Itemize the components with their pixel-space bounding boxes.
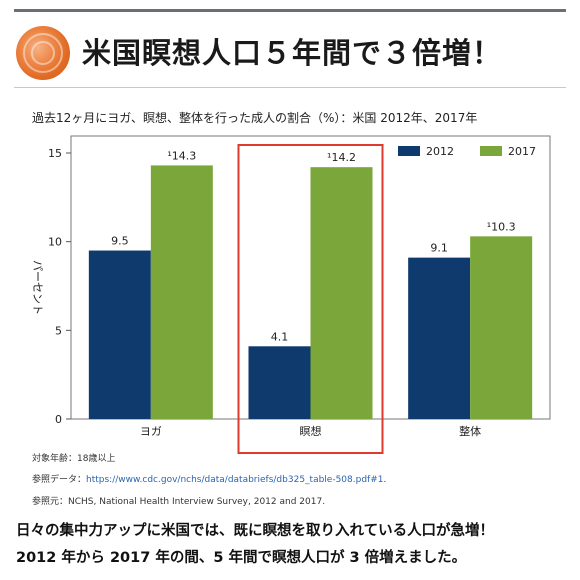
y-tick-label: 10 [48,236,62,249]
highlight-box [237,144,384,454]
legend-swatch-2012 [398,146,420,156]
footnote-reference-label: 参照データ： [32,475,87,485]
x-tick-label: 瞑想 [300,424,322,438]
chart-title: 過去12ヶ月にヨガ、瞑想、整体を行った成人の割合（%）：米国 2012年、201… [32,111,478,125]
data-label: 9.1 [430,242,448,255]
top-divider [14,9,566,12]
y-tick-label: 5 [55,324,62,337]
footnote-target-age: 対象年齢：18歳以上 [32,454,116,464]
caption-line-1: 日々の集中力アップに米国では、既に瞑想を取り入れている人口が急増！ [16,523,495,539]
legend-swatch-2017 [480,146,502,156]
bar-2012 [408,257,471,419]
data-label: ¹10.3 [487,220,516,233]
bar-2012 [248,346,311,419]
caption-line-2: 2012 年から 2017 年の間、5 年間で瞑想人口が 3 倍増えました。 [16,550,467,566]
data-label: 4.1 [271,330,289,343]
legend-label-2017: 2017 [508,145,536,158]
bar-2017 [310,167,373,419]
bar-chart: 0 5 10 15 パーセント 9.5 ¹14.3 ヨガ 4.1 ¹14.2 瞑想 9.1 ¹10.3 整… [31,135,551,454]
y-axis-label: パーセント [31,260,44,315]
x-tick-label: 整体 [459,424,481,438]
footnote-reference: 参照データ：https://www.cdc.gov/nchs/data/data… [32,472,386,485]
data-label: ¹14.2 [327,151,356,164]
y-tick-label: 15 [48,147,62,160]
footnote-source: 参照元：NCHS, National Health Interview Surv… [32,497,326,507]
data-label: ¹14.3 [167,149,196,162]
footnote-reference-suffix: . [383,475,387,485]
logo-circle-icon [16,26,70,80]
x-tick-label: ヨガ [140,425,162,438]
bar-2017 [150,165,213,419]
bar-2012 [88,250,151,419]
header-divider [14,87,566,88]
y-tick-label: 0 [55,413,62,426]
bar-2017 [470,236,533,419]
reference-link[interactable]: https://www.cdc.gov/nchs/data/databriefs… [86,475,384,485]
legend-label-2012: 2012 [426,145,454,158]
data-label: 9.5 [111,235,129,248]
page-headline: 米国瞑想人口５年間で３倍増！ [82,36,503,70]
